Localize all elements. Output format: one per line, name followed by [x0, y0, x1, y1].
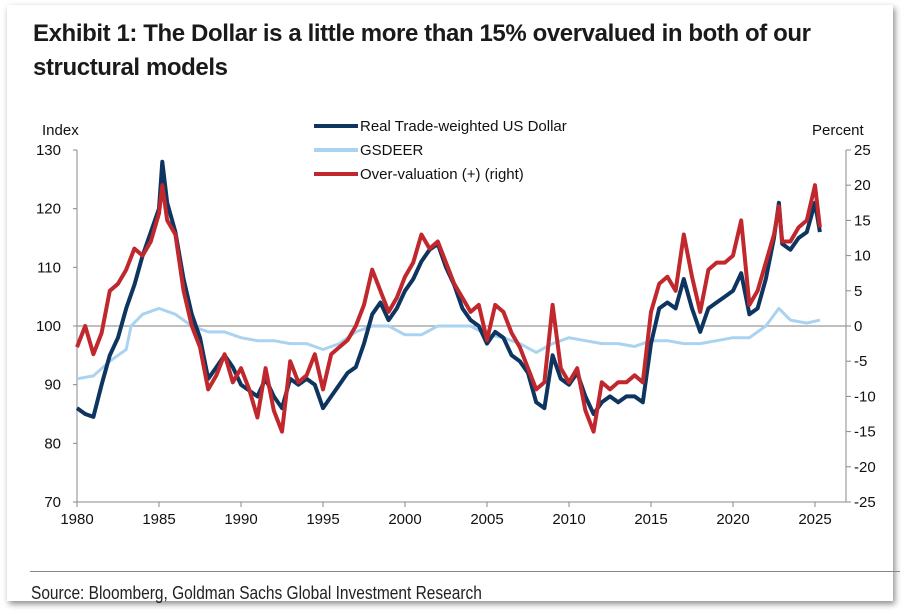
x-tick-label: 1985: [142, 511, 175, 528]
legend-label: GSDEER: [360, 142, 424, 159]
x-tick-label: 2010: [552, 511, 585, 528]
right-tick-label: 15: [854, 212, 871, 229]
right-tick-label: 0: [854, 318, 862, 335]
x-tick-label: 2020: [716, 511, 749, 528]
left-tick-label: 130: [36, 142, 61, 159]
x-tick-label: 1995: [306, 511, 339, 528]
x-tick-label: 1990: [224, 511, 257, 528]
x-tick-label: 2005: [470, 511, 503, 528]
left-tick-label: 70: [44, 494, 61, 511]
left-axis-label: Index: [42, 122, 79, 139]
right-tick-label: -10: [854, 388, 876, 405]
source-divider: [30, 571, 900, 572]
series-line-gsdeer: [76, 306, 821, 381]
right-axis-label: Percent: [812, 122, 865, 139]
right-tick-label: 10: [854, 248, 871, 265]
x-tick-label: 2025: [798, 511, 831, 528]
left-tick-label: 90: [44, 377, 61, 394]
x-tick-label: 2015: [634, 511, 667, 528]
series-line-over-valuation-right-: [75, 183, 822, 434]
legend: Real Trade-weighted US Dollar GSDEER Over-…: [314, 118, 567, 183]
right-tick-label: 20: [854, 177, 871, 194]
chart-title: Exhibit 1: The Dollar is a little more t…: [33, 20, 811, 81]
series-line-real-trade-weighted-us-dollar: [75, 159, 822, 419]
source-note: Source: Bloomberg, Goldman Sachs Global …: [31, 583, 482, 603]
left-tick-label: 80: [44, 435, 61, 452]
right-tick-label: 5: [854, 283, 862, 300]
left-tick-label: 100: [36, 318, 61, 335]
legend-label: Real Trade-weighted US Dollar: [360, 118, 567, 135]
right-tick-label: 25: [854, 142, 871, 159]
right-tick-label: -20: [854, 459, 876, 476]
left-tick-label: 120: [36, 201, 61, 218]
right-tick-label: -15: [854, 424, 876, 441]
left-tick-label: 110: [37, 259, 61, 276]
right-tick-label: -5: [854, 353, 867, 370]
x-tick-label: 1980: [60, 511, 93, 528]
right-tick-label: -25: [854, 494, 876, 511]
legend-label: Over-valuation (+) (right): [360, 166, 524, 183]
x-tick-label: 2000: [388, 511, 421, 528]
